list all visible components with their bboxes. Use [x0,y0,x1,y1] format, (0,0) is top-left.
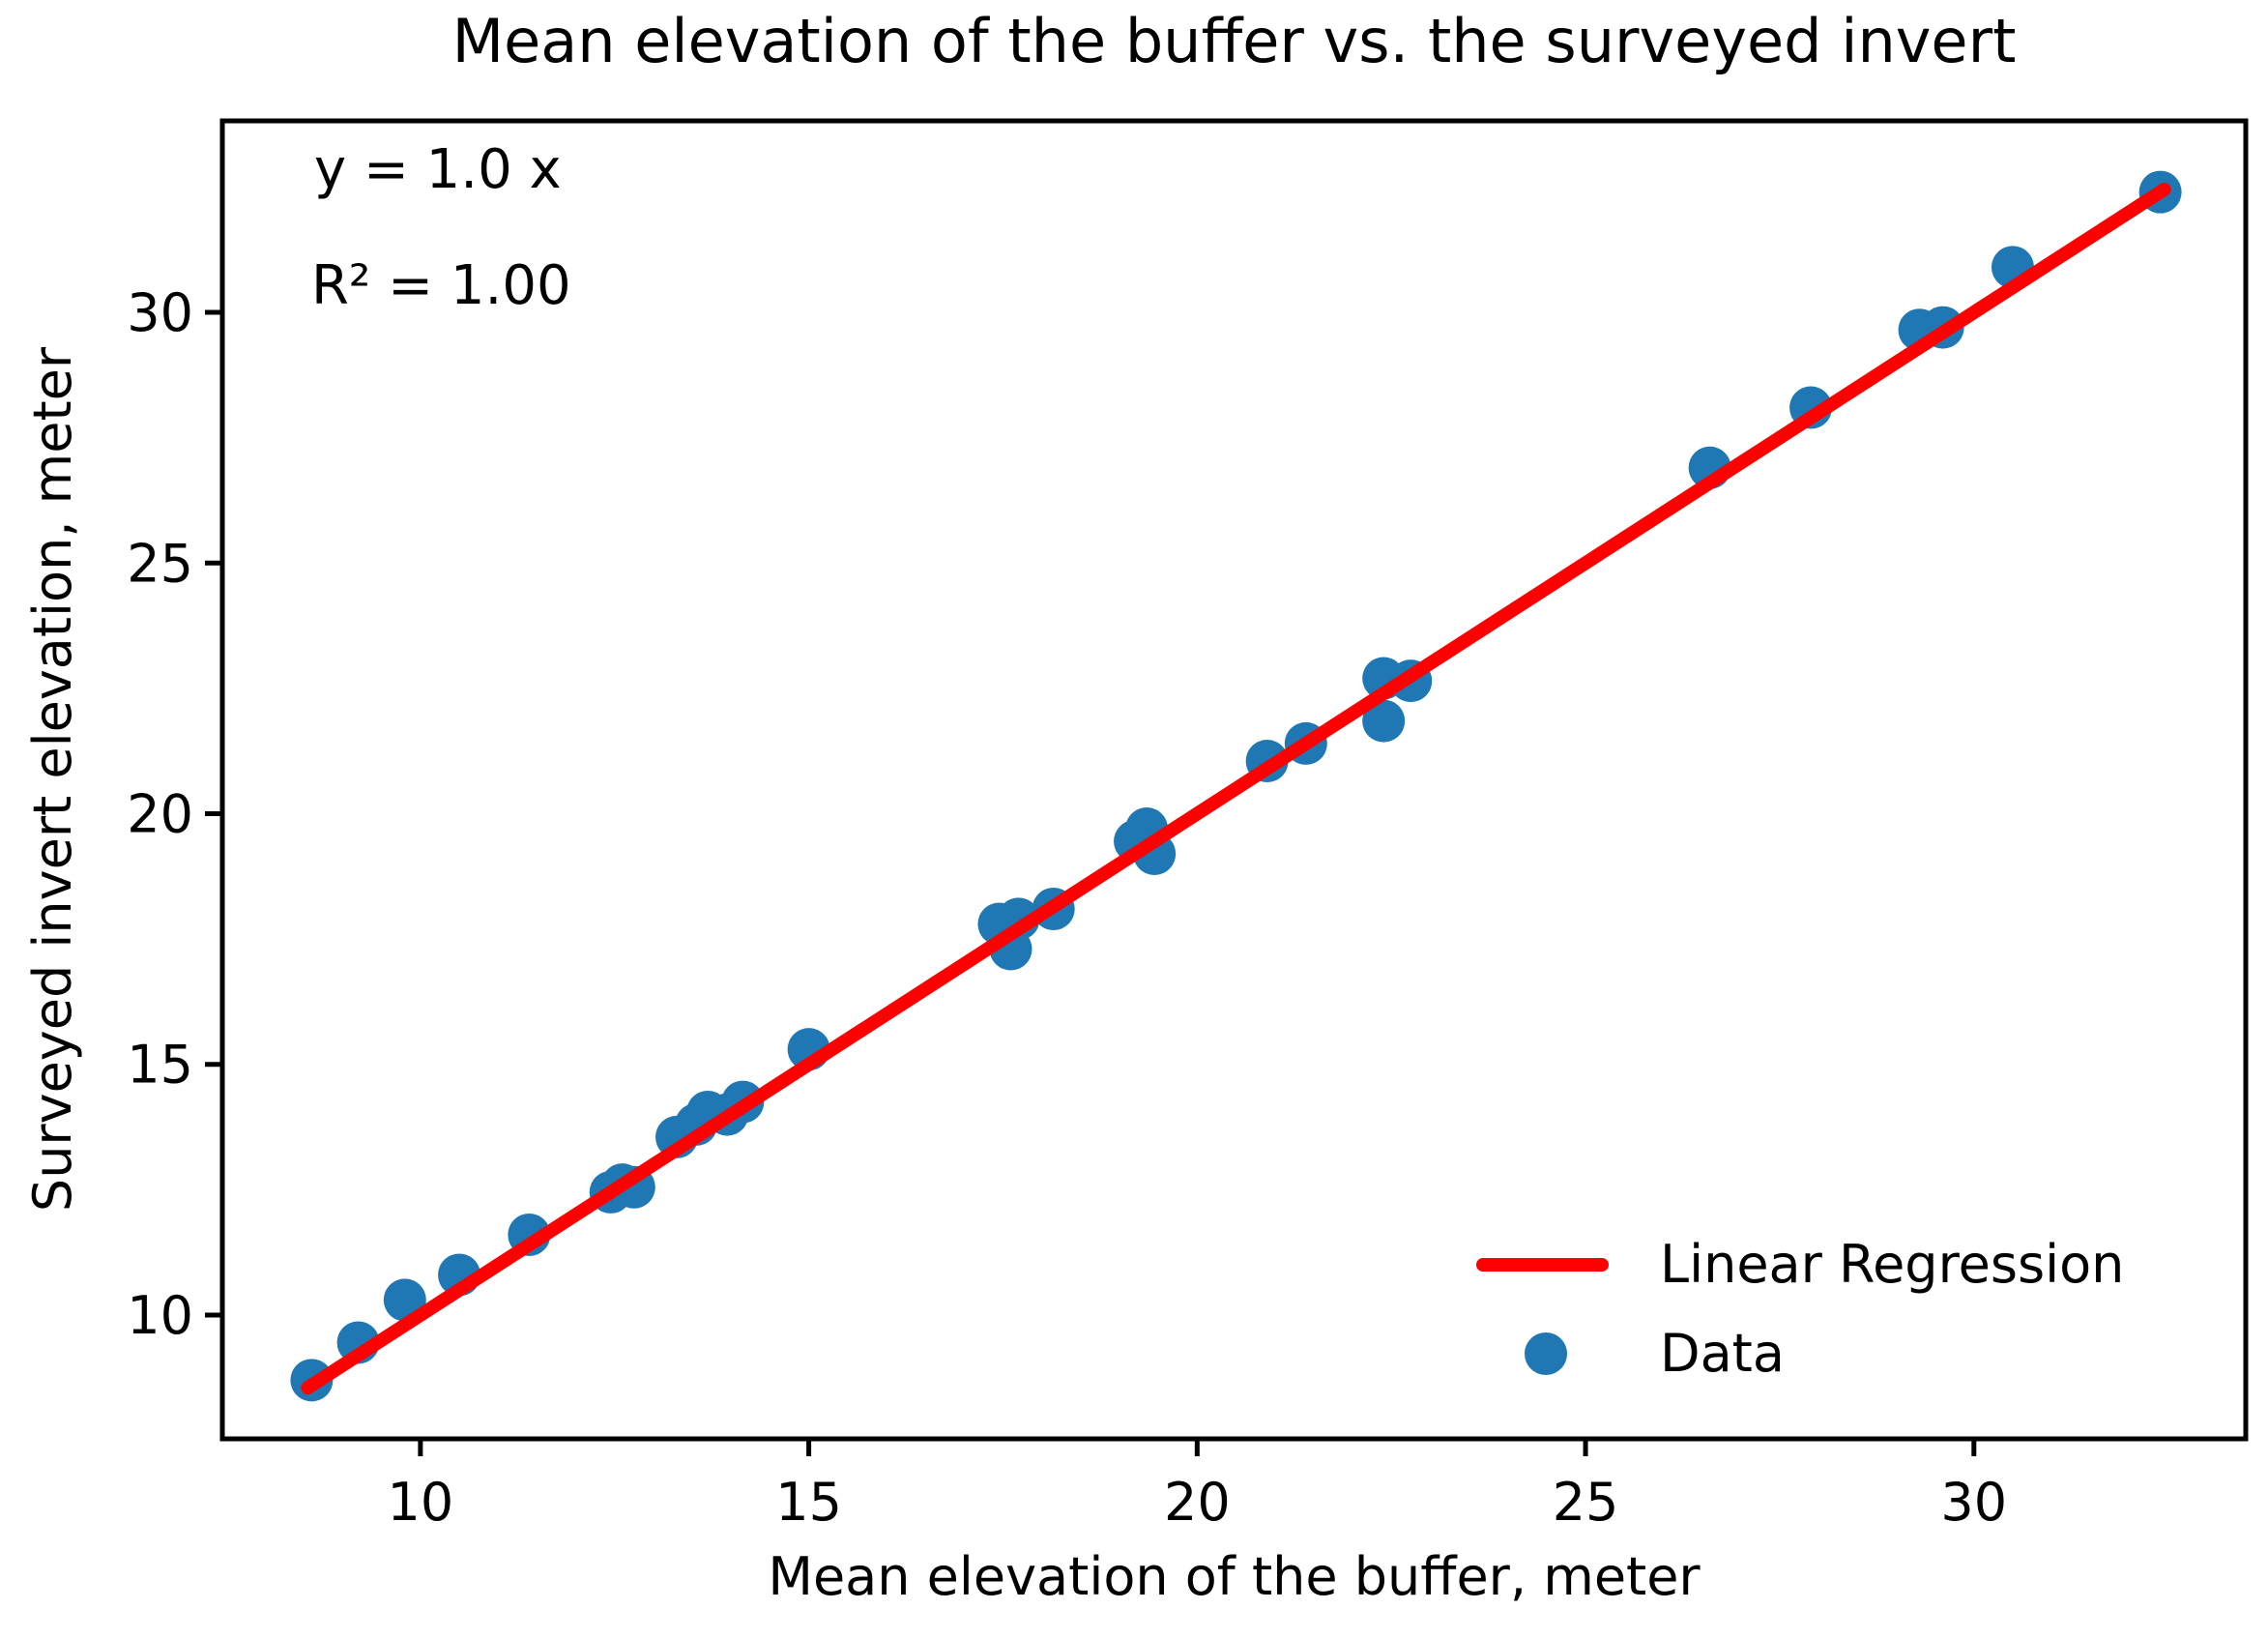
y-tick-label: 30 [127,282,193,343]
x-tick-label: 15 [775,1472,842,1533]
x-tick-label: 20 [1164,1472,1231,1533]
data-point [1362,699,1406,743]
y-tick-label: 25 [127,533,193,594]
legend-label-linear-regression: Linear Regression [1660,1234,2125,1295]
r-squared-annotation: R² = 1.00 [311,254,571,317]
chart-title: Mean elevation of the buffer vs. the sur… [451,6,2017,76]
x-tick-label: 10 [388,1472,454,1533]
y-tick-label: 20 [127,783,193,844]
regression-equation-annotation: y = 1.0 x [314,138,562,201]
y-axis-label: Surveyed invert elevation, meter [22,346,83,1213]
legend-marker-swatch [1525,1332,1567,1375]
x-tick-label: 25 [1553,1472,1619,1533]
legend-label-data: Data [1660,1323,1785,1384]
x-tick-label: 30 [1940,1472,2007,1533]
y-tick-label: 15 [127,1035,193,1096]
legend-line-swatch [1476,1258,1609,1272]
regression-line [301,183,2171,1395]
plot-border [219,118,2249,1442]
y-tick-label: 10 [127,1285,193,1346]
x-axis-label: Mean elevation of the buffer, meter [768,1546,1701,1607]
